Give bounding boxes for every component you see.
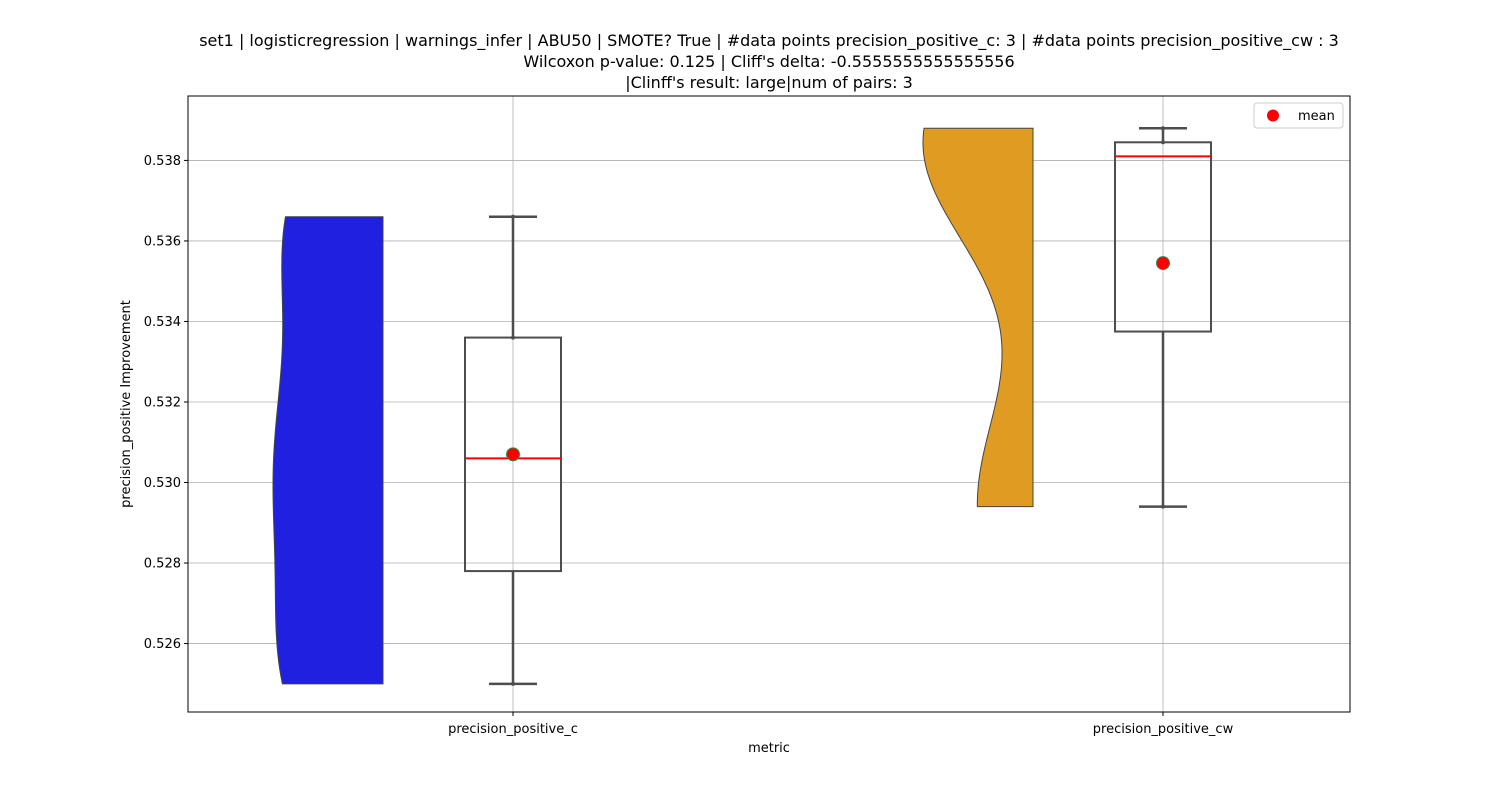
chart-title: set1 | logisticregression | warnings_inf… <box>199 31 1339 92</box>
mean-marker <box>1156 256 1170 271</box>
y-tick-label: 0.534 <box>144 315 181 330</box>
mean-marker <box>506 447 520 462</box>
x-tick-label: precision_positive_c <box>448 722 578 737</box>
y-tick-label: 0.538 <box>144 154 181 169</box>
violin-precision_positive_c <box>272 216 384 685</box>
x-tick-label: precision_positive_cw <box>1093 722 1234 737</box>
legend: mean <box>1253 102 1344 129</box>
mean-markers <box>506 256 1170 462</box>
y-tick-label: 0.526 <box>144 637 181 652</box>
legend-mean-marker <box>1267 109 1279 122</box>
whisker-end-dot <box>511 681 515 686</box>
y-axis-label: precision_positive Improvement <box>119 300 134 508</box>
y-axis-ticks: 0.526 0.528 0.530 0.532 0.534 0.536 0.538 <box>144 154 188 652</box>
whisker-end-dot <box>1161 126 1165 131</box>
x-axis-label: metric <box>748 741 790 756</box>
violins <box>272 127 1034 685</box>
y-tick-label: 0.532 <box>144 395 181 410</box>
q3-dot <box>1161 140 1165 145</box>
violin-precision_positive_cw <box>922 127 1034 508</box>
x-axis-ticks: precision_positive_c precision_positive_c… <box>448 712 1234 737</box>
title-line-3: |Clinff's result: large|num of pairs: 3 <box>625 73 913 92</box>
q3-dot <box>511 335 515 340</box>
whisker-end-dot <box>1161 504 1165 509</box>
y-tick-label: 0.528 <box>144 557 181 572</box>
title-line-1: set1 | logisticregression | warnings_inf… <box>199 31 1339 51</box>
plot-frame <box>187 95 1351 713</box>
legend-frame <box>1253 102 1344 129</box>
legend-label-mean: mean <box>1298 109 1335 124</box>
boxplots <box>464 126 1212 686</box>
y-tick-label: 0.530 <box>144 476 181 491</box>
title-line-2: Wilcoxon p-value: 0.125 | Cliff's delta:… <box>523 52 1014 71</box>
y-tick-label: 0.536 <box>144 234 181 249</box>
whisker-end-dot <box>511 214 515 219</box>
